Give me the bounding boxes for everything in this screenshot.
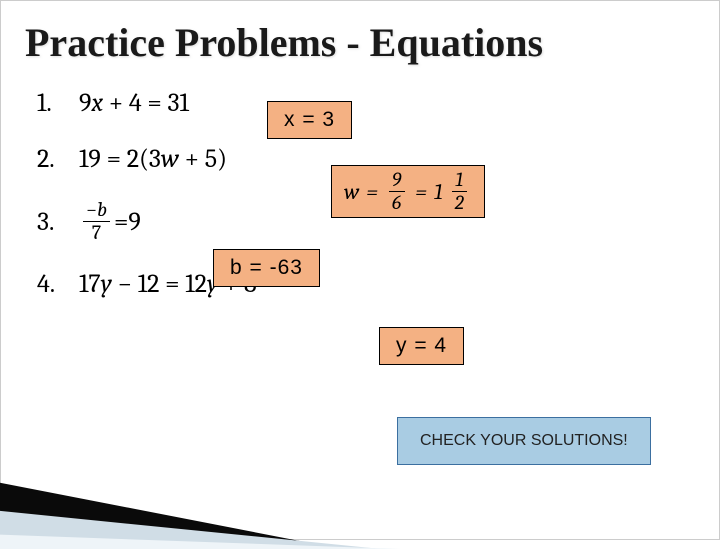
problem-number: 4. <box>37 269 79 299</box>
fraction: −b 7 <box>83 200 110 243</box>
answer-3: b = -63 <box>213 249 320 287</box>
decorative-wedge <box>0 409 401 549</box>
answer-2: w = 9 6 = 1 1 2 <box>331 165 485 218</box>
equation: −b 7 = 9 <box>79 200 141 243</box>
page-title: Practice Problems - Equations <box>1 1 719 76</box>
problem-number: 3. <box>37 207 79 237</box>
problem-number: 1. <box>37 88 79 118</box>
problem-1: 1. 9x + 4 = 31 <box>37 88 719 118</box>
problem-4: 4. 17y − 12 = 12y + 8 <box>37 269 719 299</box>
equation: 19 = 2(3w + 5) <box>79 144 227 174</box>
check-solutions-box: CHECK YOUR SOLUTIONS! <box>397 417 651 465</box>
equation: 9x + 4 = 31 <box>79 88 189 118</box>
problem-number: 2. <box>37 144 79 174</box>
answer-1: x = 3 <box>267 101 352 139</box>
answer-4: y = 4 <box>379 327 464 365</box>
